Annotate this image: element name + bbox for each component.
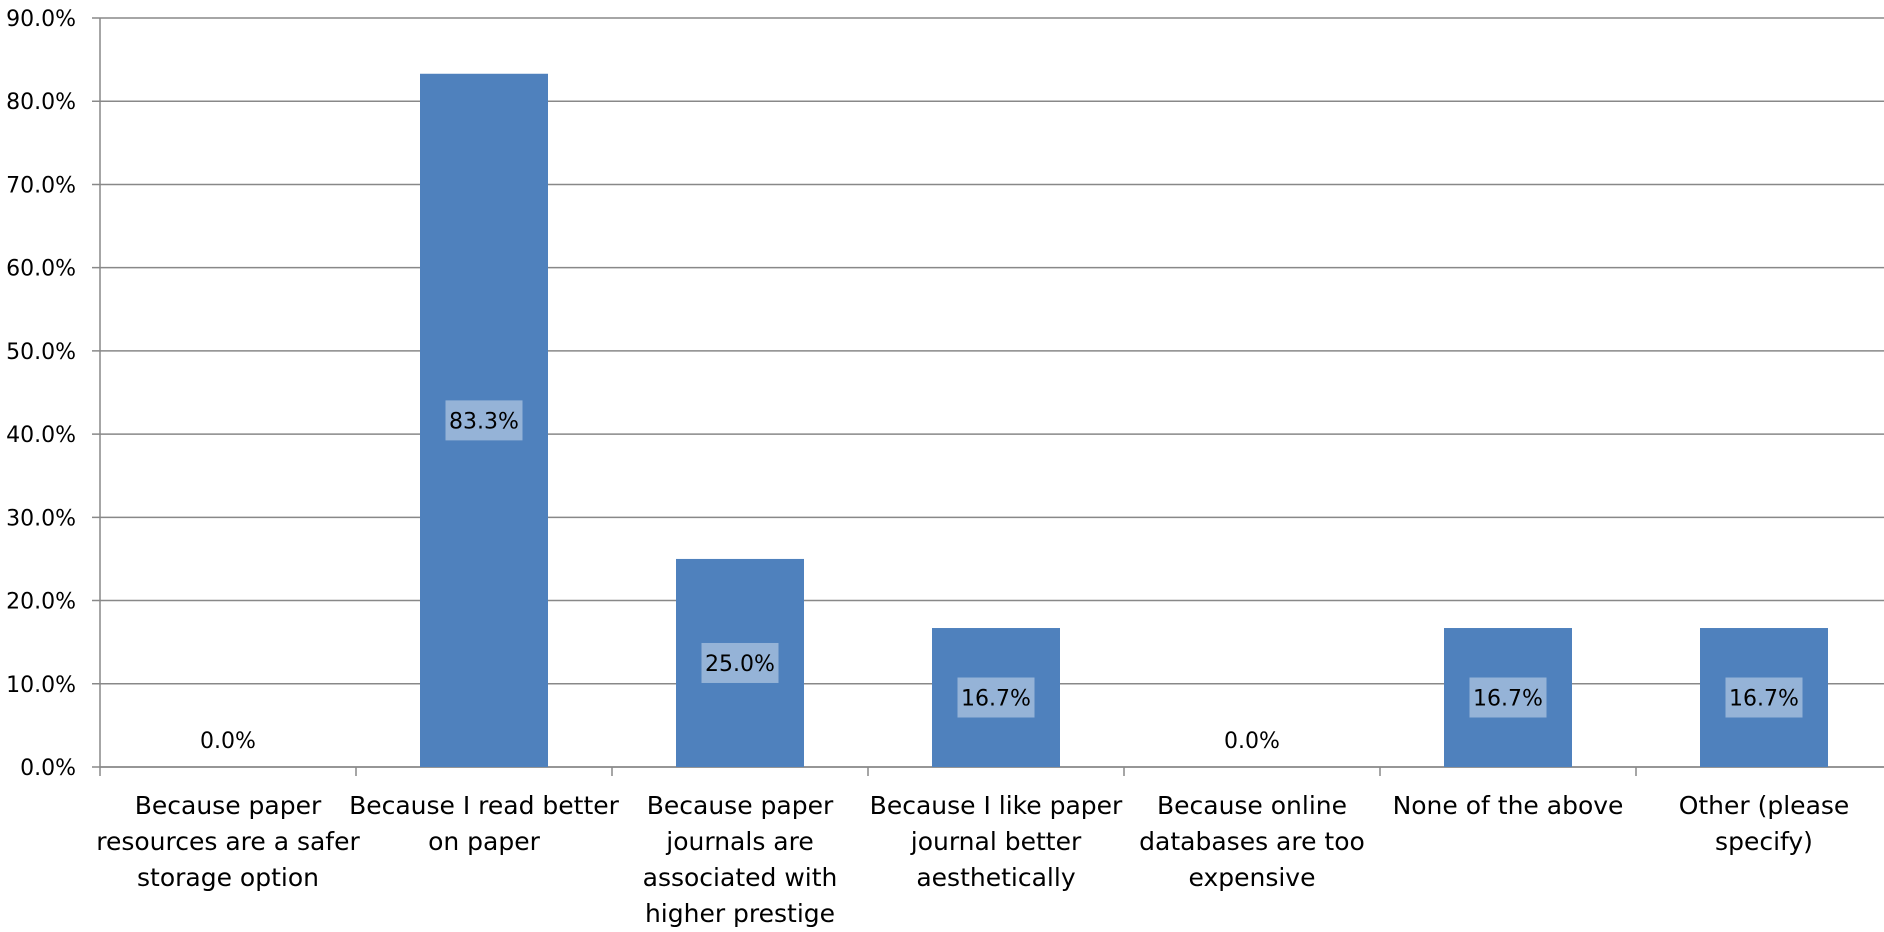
data-label-box	[1469, 677, 1547, 718]
y-tick-label: 80.0%	[6, 90, 76, 115]
x-category-label-line: Because I read better	[349, 791, 620, 820]
x-category-label-line: expensive	[1189, 863, 1316, 892]
y-tick-label: 10.0%	[6, 673, 76, 698]
data-label-box	[701, 642, 779, 683]
x-category-label-line: aesthetically	[916, 863, 1075, 892]
x-category-label-line: Because I like paper	[870, 791, 1123, 820]
x-category-label: Because paper journals are associated with…	[643, 791, 838, 927]
data-label: 25.0%	[705, 652, 775, 677]
data-label: 16.7%	[1729, 687, 1799, 712]
x-category-label: Because online databases are too expensive	[1139, 791, 1365, 892]
x-category-label: Because I read better on paper	[349, 791, 620, 856]
x-category-label: Because I like paper journal better aesthe…	[870, 791, 1123, 892]
y-tick-label: 50.0%	[6, 340, 76, 365]
y-tick-label: 70.0%	[6, 173, 76, 198]
x-category-label: Because paper resources are a safer storag…	[96, 791, 360, 892]
y-tick-label: 60.0%	[6, 257, 76, 282]
x-category-label-line: higher prestige	[645, 899, 835, 927]
x-category-label-line: Because paper	[647, 791, 834, 820]
x-category-label-line: Because online	[1157, 791, 1347, 820]
x-category-label: Other (please specify)	[1679, 791, 1850, 856]
data-label: 0.0%	[1224, 729, 1280, 754]
y-tick-label: 30.0%	[6, 506, 76, 531]
data-label: 16.7%	[1473, 687, 1543, 712]
x-category-label-line: Because paper	[135, 791, 322, 820]
x-category-label-line: journal better	[910, 827, 1082, 856]
x-category-label-line: Other (please	[1679, 791, 1850, 820]
x-category-label-line: associated with	[643, 863, 838, 892]
data-label: 0.0%	[200, 729, 256, 754]
y-tick-label: 90.0%	[6, 7, 76, 32]
x-category-label-line: journals are	[665, 827, 813, 856]
data-label-box	[445, 400, 523, 441]
x-category-label: None of the above	[1393, 791, 1624, 820]
x-category-label-line: None of the above	[1393, 791, 1624, 820]
data-label-box	[957, 677, 1035, 718]
data-label: 16.7%	[961, 687, 1031, 712]
y-tick-label: 0.0%	[20, 756, 76, 781]
x-category-label-line: databases are too	[1139, 827, 1365, 856]
x-category-label-line: storage option	[137, 863, 319, 892]
y-tick-label: 40.0%	[6, 423, 76, 448]
x-category-label-line: on paper	[428, 827, 541, 856]
data-label: 83.3%	[449, 409, 519, 434]
data-label-box	[1725, 677, 1803, 718]
x-category-label-line: resources are a safer	[96, 827, 360, 856]
x-category-label-line: specify)	[1715, 827, 1813, 856]
y-tick-label: 20.0%	[6, 590, 76, 615]
